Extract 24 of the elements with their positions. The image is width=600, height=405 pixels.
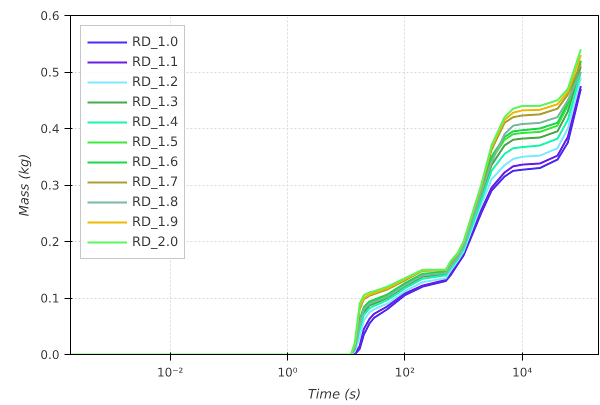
legend-label: RD_1.5 [132,134,178,150]
legend-label: RD_1.2 [132,74,178,90]
y-axis-title: Mass (kg) [17,154,32,216]
y-tick-label: 0.0 [40,348,60,362]
legend-label: RD_1.9 [132,214,178,230]
x-tick-label: 10⁻² [156,366,184,380]
legend-label: RD_1.4 [132,114,178,130]
y-tick-label: 0.5 [40,66,60,80]
y-tick-label: 0.3 [40,178,60,192]
y-tick-label: 0.6 [40,9,60,23]
legend-label: RD_1.7 [132,174,178,190]
legend-label: RD_2.0 [132,234,178,250]
x-axis-title: Time (s) [308,388,362,402]
legend-label: RD_1.6 [132,154,178,170]
legend-label: RD_1.3 [132,94,178,110]
y-tick-label: 0.2 [40,235,60,249]
x-tick-label: 10² [394,366,416,380]
legend-label: RD_1.1 [132,54,178,70]
y-tick-label: 0.1 [40,292,60,306]
y-tick-label: 0.4 [40,122,60,136]
x-tick-label: 10⁰ [277,366,298,380]
x-tick-label: 10⁴ [512,366,532,380]
legend-label: RD_1.0 [132,34,178,50]
legend-label: RD_1.8 [132,194,178,210]
